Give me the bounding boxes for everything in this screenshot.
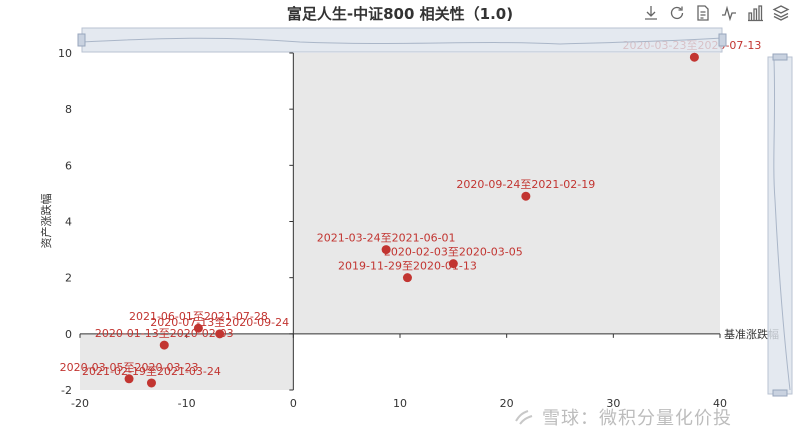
y-tick-label: 2 [65, 272, 72, 285]
y-zoom-slider[interactable] [767, 53, 793, 397]
data-point-label: 2021-02-19至2021-03-24 [82, 365, 221, 378]
x-tick-label: 10 [393, 397, 407, 410]
data-point[interactable] [402, 273, 412, 283]
y-tick-label: 8 [65, 103, 72, 116]
x-tick-label: 40 [713, 397, 727, 410]
quadrant-upper-right [293, 53, 720, 334]
data-point[interactable] [689, 52, 699, 62]
data-point[interactable] [448, 259, 458, 269]
quadrant-shading [80, 53, 720, 390]
data-point-label: 2020-09-24至2021-02-19 [456, 178, 595, 191]
data-point-label: 2020-07-13至2020-09-24 [150, 316, 289, 329]
x-zoom-handle-end[interactable] [718, 33, 727, 47]
line-chart-icon[interactable] [720, 4, 738, 22]
refresh-icon[interactable] [668, 4, 686, 22]
data-point-label: 2020-02-03至2020-03-05 [384, 246, 523, 259]
x-zoom-slider[interactable] [77, 27, 727, 53]
x-tick-label: -10 [178, 397, 196, 410]
stack-icon[interactable] [772, 4, 790, 22]
data-point-label: 2020-03-05至2020-03-23 [60, 361, 199, 374]
data-point[interactable] [124, 374, 134, 384]
x-zoom-shadow [81, 37, 723, 45]
data-point[interactable] [521, 191, 531, 201]
x-tick-label: 0 [290, 397, 297, 410]
x-axis-label: 基准涨跌幅 [724, 327, 779, 341]
y-tick-label: -2 [61, 384, 72, 397]
y-tick-label: 6 [65, 159, 72, 172]
download-icon[interactable] [642, 4, 660, 22]
data-point-label: 2021-03-24至2021-06-01 [317, 232, 456, 245]
y-tick-label: 0 [65, 328, 72, 341]
y-tick-label: 4 [65, 216, 72, 229]
y-tick-label: 10 [58, 47, 72, 60]
x-tick-label: -20 [71, 397, 89, 410]
x-zoom-handle-start[interactable] [77, 33, 86, 47]
y-zoom-handle-start[interactable] [772, 53, 788, 61]
data-points: 2020-03-23至2020-07-132020-09-24至2021-02-… [60, 39, 761, 388]
data-point[interactable] [215, 329, 225, 339]
y-zoom-shadow [773, 59, 791, 391]
bar-chart-icon[interactable] [746, 4, 764, 22]
data-point-label: 2019-11-29至2020-01-13 [338, 260, 477, 273]
data-point-label: 2021-06-01至2021-07-28 [129, 310, 268, 323]
x-tick-label: 30 [606, 397, 620, 410]
data-point[interactable] [146, 378, 156, 388]
chart-title: 富足人生-中证800 相关性（1.0) [286, 5, 514, 23]
x-tick-label: 20 [500, 397, 514, 410]
quadrant-lower-left [80, 333, 294, 390]
watermark-text: 雪球：微积分量化价投 [542, 408, 732, 429]
x-zoom-track[interactable] [81, 27, 723, 53]
y-zoom-track[interactable] [767, 56, 793, 395]
watermark: 雪球：微积分量化价投 [512, 404, 732, 430]
data-point[interactable] [381, 245, 391, 255]
data-point-label: 2020-01-13至2020-02-03 [95, 327, 234, 340]
y-zoom-handle-end[interactable] [772, 389, 788, 397]
toolbox [642, 4, 790, 24]
data-view-icon[interactable] [694, 4, 712, 22]
snowball-logo-icon [512, 405, 536, 429]
y-axis-label: 资产涨跌幅 [39, 194, 53, 249]
data-point[interactable] [193, 323, 203, 333]
data-point[interactable] [159, 340, 169, 350]
